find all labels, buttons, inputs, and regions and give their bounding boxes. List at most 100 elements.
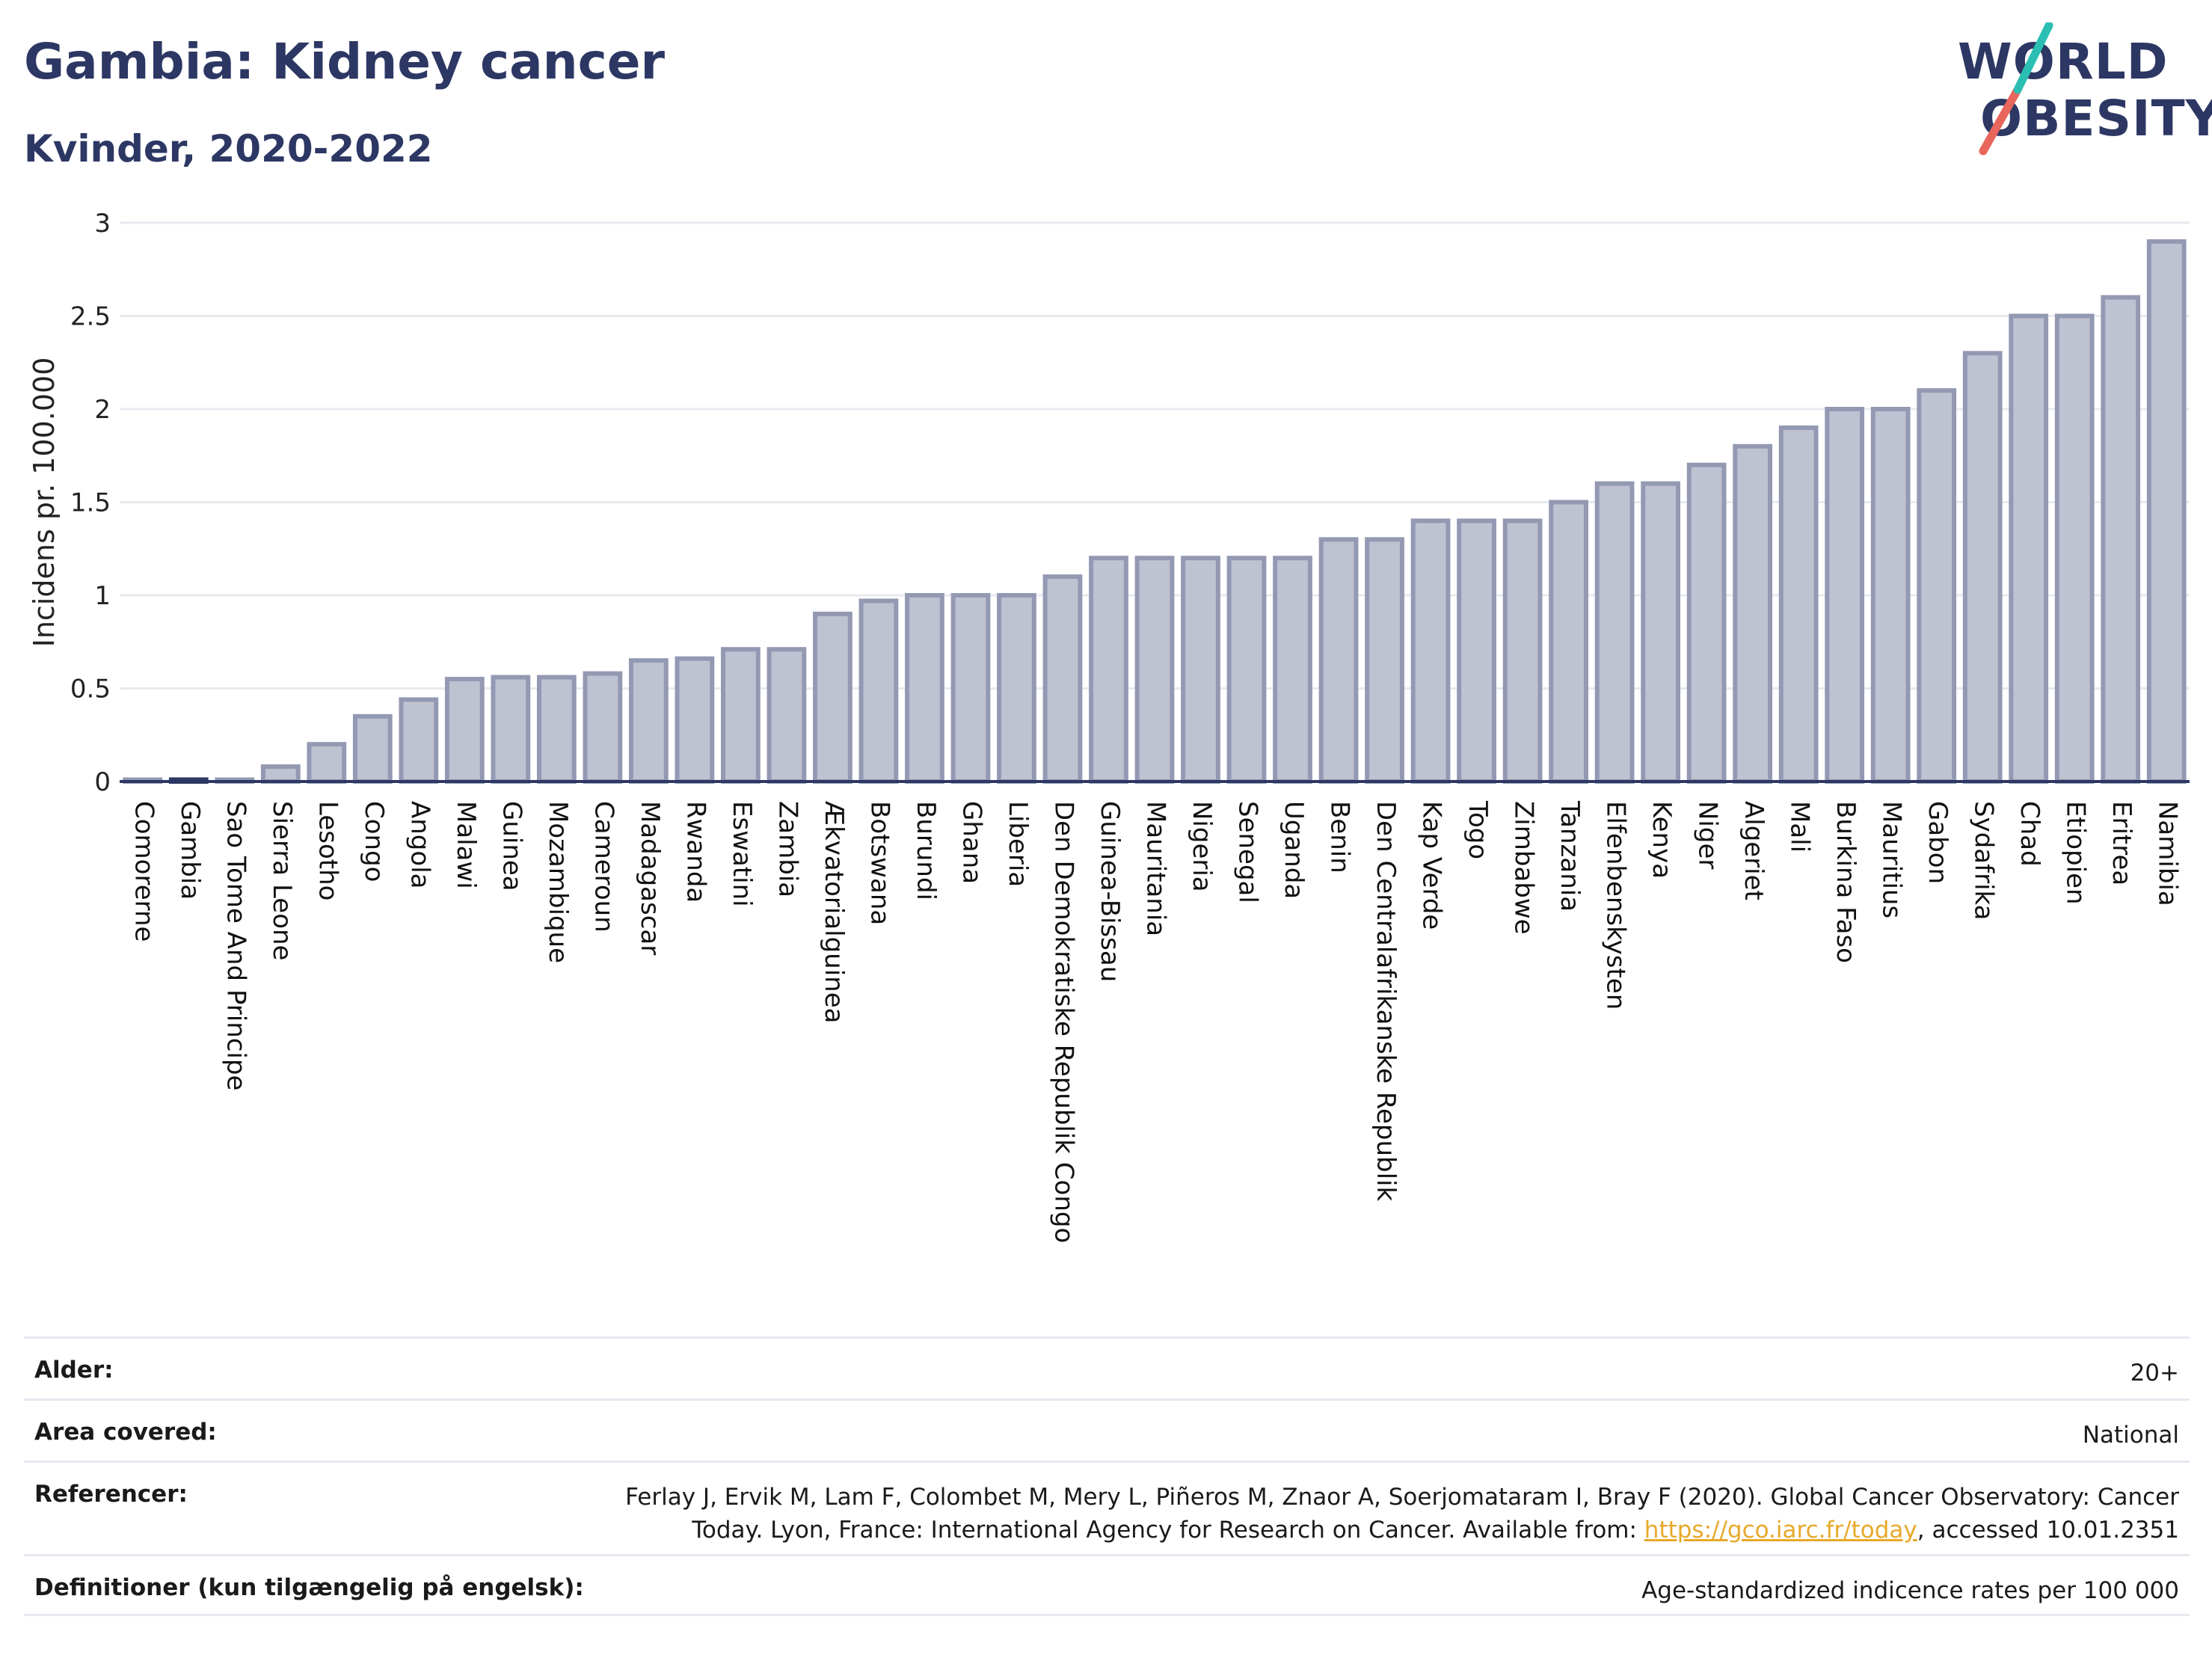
x-tick-label: Etiopien	[2061, 801, 2091, 905]
meta-age-value: 20+	[2130, 1360, 2179, 1387]
x-tick-label: Chad	[2015, 801, 2044, 867]
bar	[1502, 518, 1543, 784]
meta-def-label: Definitioner (kun tilgængelig på engelsk…	[34, 1574, 584, 1601]
bar	[1962, 351, 2003, 784]
x-tick-label: Kap Verde	[1417, 801, 1447, 930]
metadata-table: Alder: 20+ Area covered: National Refere…	[24, 1336, 2190, 1616]
y-tick-label: 3	[94, 209, 111, 239]
x-tick-label: Nigeria	[1187, 801, 1217, 892]
bar	[1042, 574, 1083, 784]
x-tick-label: Cameroun	[589, 801, 618, 933]
y-axis-label: Incidens pr. 100.000	[28, 357, 61, 648]
meta-def-value: Age-standardized indicence rates per 100…	[1641, 1577, 2179, 1604]
x-tick-label: Gabon	[1923, 801, 1953, 884]
bar	[352, 713, 393, 784]
y-tick-label: 2	[94, 395, 111, 425]
page-subtitle: Kvinder, 2020-2022	[24, 127, 433, 171]
meta-row-area: Area covered: National	[24, 1398, 2190, 1461]
bar	[721, 647, 761, 784]
bar	[905, 593, 944, 784]
bar	[307, 742, 347, 784]
x-tick-label: Eritrea	[2107, 801, 2136, 885]
x-tick-label: Malawi	[451, 801, 481, 889]
bar	[2101, 295, 2141, 784]
x-tick-label: Den Centralafrikanske Republik	[1371, 801, 1401, 1201]
x-tick-label: Benin	[1325, 801, 1355, 873]
x-tick-label: Guinea-Bissau	[1095, 801, 1125, 982]
bar	[1917, 388, 1957, 784]
x-tick-label: Senegal	[1233, 801, 1263, 903]
x-tick-label: Sierra Leone	[267, 801, 297, 960]
x-tick-label: Mali	[1785, 801, 1815, 853]
x-tick-label: Namibia	[2153, 801, 2183, 906]
logo-slash-icon	[1979, 22, 2053, 156]
page-title: Gambia: Kidney cancer	[24, 33, 666, 90]
x-tick-label: Ghana	[956, 801, 986, 884]
bar	[1410, 518, 1451, 784]
x-tick-label: Madagascar	[635, 801, 665, 955]
bar	[2009, 313, 2049, 784]
meta-ref-line2-post: , accessed 10.01.2351	[1917, 1517, 2179, 1544]
x-tick-label: Burundi	[911, 801, 941, 900]
bar	[2054, 313, 2095, 784]
bar	[583, 671, 623, 784]
bar	[399, 697, 439, 784]
x-tick-label: Rwanda	[681, 801, 710, 903]
x-tick-label: Uganda	[1279, 801, 1309, 899]
x-tick-label: Congo	[359, 801, 389, 882]
bar	[1365, 537, 1404, 784]
bar	[260, 764, 301, 784]
x-tick-label: Zambia	[772, 801, 802, 897]
bar	[950, 593, 991, 784]
x-tick-label: Elfenbenskysten	[1601, 801, 1631, 1010]
bar	[1870, 407, 1911, 784]
y-tick-label: 2.5	[70, 302, 111, 332]
bar	[1549, 500, 1588, 784]
logo-line2: OBESITY	[1980, 90, 2212, 147]
meta-age-label: Alder:	[34, 1357, 114, 1384]
bar	[1089, 556, 1128, 784]
bar	[1778, 425, 1819, 784]
bar	[1226, 556, 1267, 784]
x-tick-label: Angola	[405, 801, 434, 888]
x-tick-label: Togo	[1463, 800, 1493, 859]
x-tick-label: Zimbabwe	[1509, 801, 1539, 935]
bar-chart: 0 0.5 1 1.5 2 2.5 3 Incidens pr. 100.000 Comorer…	[28, 209, 2190, 1243]
meta-row-age: Alder: 20+	[24, 1336, 2190, 1398]
bar	[1594, 481, 1635, 784]
x-tick-label: Botswana	[864, 801, 894, 925]
bar	[1273, 556, 1312, 784]
bar	[1457, 518, 1496, 784]
x-tick-label: Liberia	[1003, 801, 1033, 887]
x-tick-label: Algeriet	[1739, 801, 1769, 900]
bar	[491, 675, 531, 784]
x-tick-label: Mauritius	[1877, 801, 1907, 918]
meta-ref-label: Referencer:	[34, 1481, 188, 1508]
meta-row-definitions: Definitioner (kun tilgængelig på engelsk…	[24, 1554, 2190, 1616]
reference-link[interactable]: https://gco.iarc.fr/today	[1644, 1517, 1917, 1544]
bar	[1686, 462, 1727, 784]
y-tick-label: 1	[94, 581, 111, 611]
x-tick-label: Eswatini	[727, 801, 757, 907]
meta-ref-value: Ferlay J, Ervik M, Lam F, Colombet M, Me…	[625, 1481, 2179, 1547]
meta-area-label: Area covered:	[34, 1419, 217, 1446]
bar	[858, 598, 899, 784]
bar	[1318, 537, 1359, 784]
bar	[813, 611, 852, 784]
x-tick-label: Sydafrika	[1969, 801, 1999, 920]
meta-row-references: Referencer: Ferlay J, Ervik M, Lam F, Co…	[24, 1461, 2190, 1554]
x-tick-label: Comorerne	[129, 801, 159, 942]
bar	[444, 677, 485, 784]
bar	[997, 593, 1036, 784]
x-tick-label: Mauritania	[1141, 801, 1171, 936]
x-tick-label: Tanzania	[1555, 800, 1585, 912]
y-tick-label: 1.5	[70, 488, 111, 518]
x-tick-label: Ækvatorialguinea	[819, 801, 849, 1023]
bar	[629, 658, 669, 784]
x-tick-label: Den Demokratiske Republik Congo	[1048, 801, 1078, 1243]
y-tick-label: 0	[94, 767, 111, 797]
world-obesity-logo: WORLD OBESITY	[1944, 22, 2212, 157]
x-tick-label: Guinea	[497, 801, 526, 891]
bar	[1733, 443, 1773, 784]
y-tick-label: 0.5	[70, 675, 111, 704]
